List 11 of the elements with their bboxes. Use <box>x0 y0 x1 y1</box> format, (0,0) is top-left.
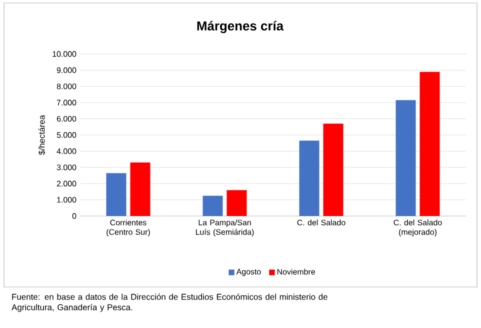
bar <box>396 100 416 216</box>
bar <box>202 196 223 216</box>
bar <box>226 190 247 216</box>
source-note: Fuente: en base a datos de la Dirección de Estudios Económicos del ministerio de Agricultura, Ganadería y Pesca. <box>12 294 328 312</box>
bar <box>299 140 320 216</box>
bar <box>420 72 440 216</box>
chart-title: Márgenes cría <box>197 20 284 34</box>
bar <box>323 124 344 216</box>
bar <box>106 173 126 216</box>
y-axis-title: $/hectárea <box>38 115 46 155</box>
bar <box>130 162 150 216</box>
